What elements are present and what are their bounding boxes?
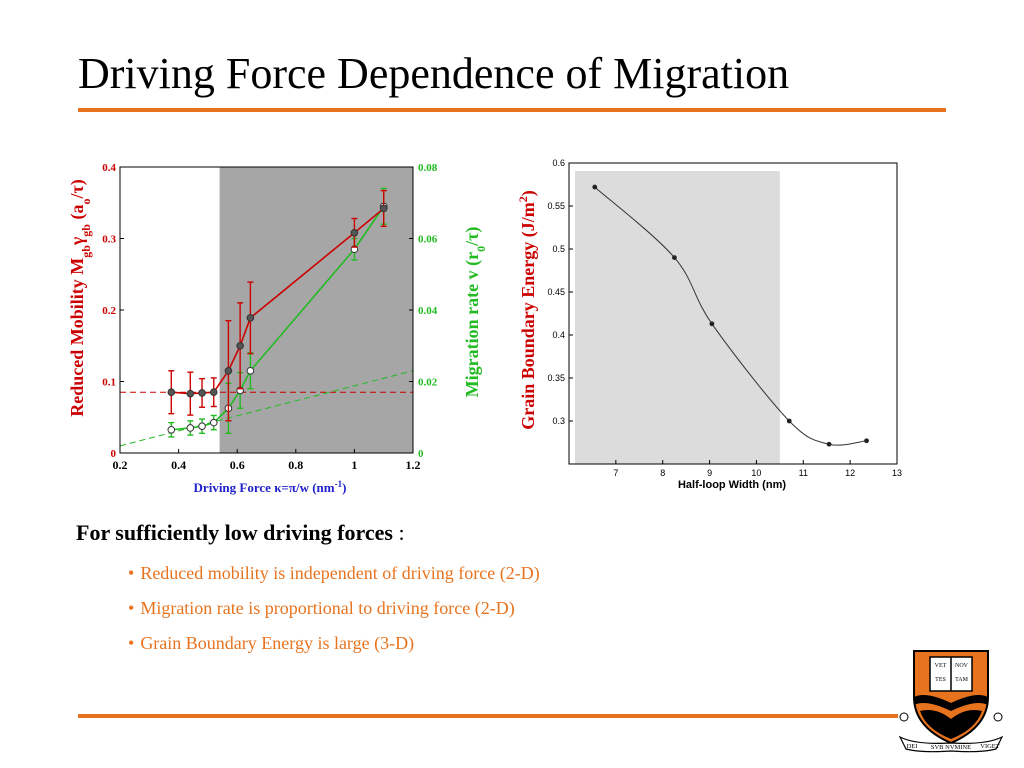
red-data-point: [167, 388, 176, 397]
x-tick-label: 1: [351, 458, 357, 472]
left-y-axis-label: Reduced Mobility Mgbγgb (ao/τ): [67, 179, 93, 417]
right-y-tick-label: 0.55: [547, 201, 565, 211]
right-x-tick-label: 8: [660, 468, 665, 478]
right-x-axis-label: Half-loop Width (nm): [678, 479, 786, 491]
red-data-point: [236, 341, 244, 350]
red-data-point: [209, 388, 218, 397]
intro-text: For sufficiently low driving forces :: [76, 520, 405, 545]
x-tick-label: 0.2: [113, 458, 128, 472]
left-chart: 0.2 0.4 0.6 0.8 1 1.200.10.20.30.400.020.040.…: [67, 162, 488, 495]
svg-text:VIGET: VIGET: [980, 743, 1000, 750]
x-tick-label: 1.2: [406, 458, 421, 472]
right-y-tick-label: 0.3: [552, 416, 565, 426]
bottom-rule: [78, 714, 898, 718]
y-left-tick-label: 0.4: [102, 162, 116, 174]
right-x-tick-label: 13: [892, 468, 902, 478]
right-y-tick-label: 0.35: [547, 373, 565, 383]
right-x-tick-label: 7: [613, 468, 618, 478]
svg-text:TAM: TAM: [955, 677, 969, 683]
bullet-item: • Grain Boundary Energy is large (3-D): [128, 633, 415, 653]
red-data-point: [379, 204, 388, 213]
left-shaded-region: [219, 167, 413, 453]
svg-text:NOV: NOV: [955, 663, 969, 669]
bullet-item: • Reduced mobility is independent of driv…: [128, 563, 540, 583]
svg-text:VET: VET: [935, 663, 947, 669]
right-chart: 7 8 9 10 11 12 13 0.3 0.35 0.4 0.45 0.5 0.55 0.6 Half…: [516, 158, 902, 491]
y-right-tick-label: 0.08: [418, 162, 438, 174]
right-y-axis-label: Migration rate v (r0/τ): [462, 227, 488, 398]
bullet-list: • Reduced mobility is independent of driv…: [128, 560, 540, 665]
svg-text:SVB NVMINE: SVB NVMINE: [931, 744, 971, 751]
right-x-tick-label: 10: [751, 468, 761, 478]
x-tick-label: 0.4: [171, 458, 186, 472]
green-data-point: [209, 418, 218, 427]
green-data-point: [167, 425, 176, 434]
right-y-tick-label: 0.5: [552, 244, 565, 254]
svg-text:TES: TES: [935, 677, 946, 683]
right-y-tick-label: 0.45: [547, 287, 565, 297]
right-chart-y-axis-label: Grain Boundary Energy (J/m2): [516, 190, 539, 430]
bullet-item: • Migration rate is proportional to drivi…: [128, 598, 515, 618]
right-x-tick-label: 9: [707, 468, 712, 478]
y-left-tick-label: 0.3: [102, 234, 116, 246]
green-reference-line: [119, 370, 414, 447]
y-right-tick-label: 0.02: [418, 377, 438, 389]
title-rule: [78, 108, 946, 112]
red-data-point: [350, 228, 359, 237]
right-shaded-region: [575, 171, 780, 464]
slide-title: Driving Force Dependence of Migration: [78, 49, 790, 98]
left-x-axis-label: Driving Force κ=π/w (nm-1): [194, 479, 347, 495]
right-y-tick-label: 0.6: [552, 158, 565, 168]
right-plot-frame: [568, 162, 898, 465]
right-data-point: [672, 255, 677, 260]
red-data-point: [246, 314, 255, 322]
right-data-point: [592, 184, 598, 190]
right-y-tick-label: 0.4: [552, 330, 565, 340]
green-data-point: [186, 424, 195, 432]
green-data-point: [198, 422, 206, 430]
y-left-tick-label: 0: [111, 448, 117, 460]
red-data-point: [186, 389, 195, 398]
svg-text:DEI: DEI: [907, 743, 918, 750]
y-left-tick-label: 0.1: [102, 377, 116, 389]
y-right-tick-label: 0: [418, 448, 424, 460]
right-x-tick-label: 12: [845, 468, 855, 478]
right-data-point: [826, 441, 832, 447]
red-data-point: [198, 389, 206, 397]
y-right-tick-label: 0.06: [418, 234, 438, 246]
right-data-point: [709, 321, 715, 327]
x-tick-label: 0.8: [288, 458, 303, 472]
y-left-tick-label: 0.2: [102, 305, 116, 317]
green-data-point: [246, 366, 255, 375]
princeton-shield-logo: VET NOV TES TAM DEI SVB NVMINE VIGET: [898, 650, 1004, 753]
right-x-tick-label: 11: [799, 468, 808, 478]
y-right-tick-label: 0.04: [418, 305, 438, 317]
red-data-point: [224, 366, 233, 375]
right-data-point: [786, 418, 792, 424]
x-tick-label: 0.6: [230, 458, 245, 472]
right-data-point: [864, 438, 869, 444]
